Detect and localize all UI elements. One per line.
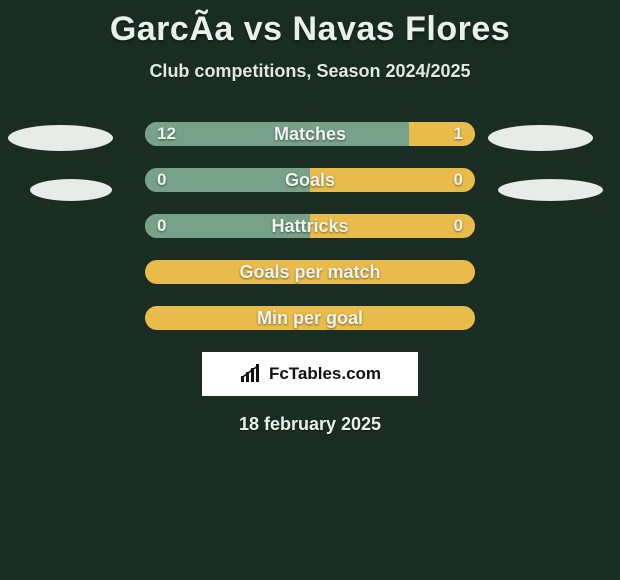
stat-value-left: 12	[157, 122, 176, 146]
placeholder-oval	[498, 179, 603, 201]
stat-value-right: 1	[454, 122, 463, 146]
placeholder-oval	[30, 179, 112, 201]
stat-bar: 00Goals	[145, 168, 475, 192]
stat-bar: 121Matches	[145, 122, 475, 146]
comparison-card: GarcÃa vs Navas Flores Club competitions…	[0, 0, 620, 580]
stat-row: 00Hattricks	[0, 214, 620, 238]
stat-value-left: 0	[157, 168, 166, 192]
stat-bar-left	[145, 168, 310, 192]
stat-value-right: 0	[454, 214, 463, 238]
stat-label: Min per goal	[145, 306, 475, 330]
placeholder-oval	[488, 125, 593, 151]
stat-bar: Min per goal	[145, 306, 475, 330]
stats-rows: 121Matches00Goals00HattricksGoals per ma…	[0, 122, 620, 330]
stat-row: Min per goal	[0, 306, 620, 330]
placeholder-oval	[8, 125, 113, 151]
chart-icon	[239, 364, 263, 384]
logo-box: FcTables.com	[202, 352, 418, 396]
stat-bar: Goals per match	[145, 260, 475, 284]
stat-value-right: 0	[454, 168, 463, 192]
stat-bar-left	[145, 214, 310, 238]
page-subtitle: Club competitions, Season 2024/2025	[0, 61, 620, 82]
stat-bar: 00Hattricks	[145, 214, 475, 238]
stat-bar-left	[145, 122, 409, 146]
page-title: GarcÃa vs Navas Flores	[0, 0, 620, 49]
stat-row: Goals per match	[0, 260, 620, 284]
stat-label: Goals per match	[145, 260, 475, 284]
date-text: 18 february 2025	[0, 414, 620, 435]
stat-value-left: 0	[157, 214, 166, 238]
logo-text: FcTables.com	[269, 364, 381, 384]
